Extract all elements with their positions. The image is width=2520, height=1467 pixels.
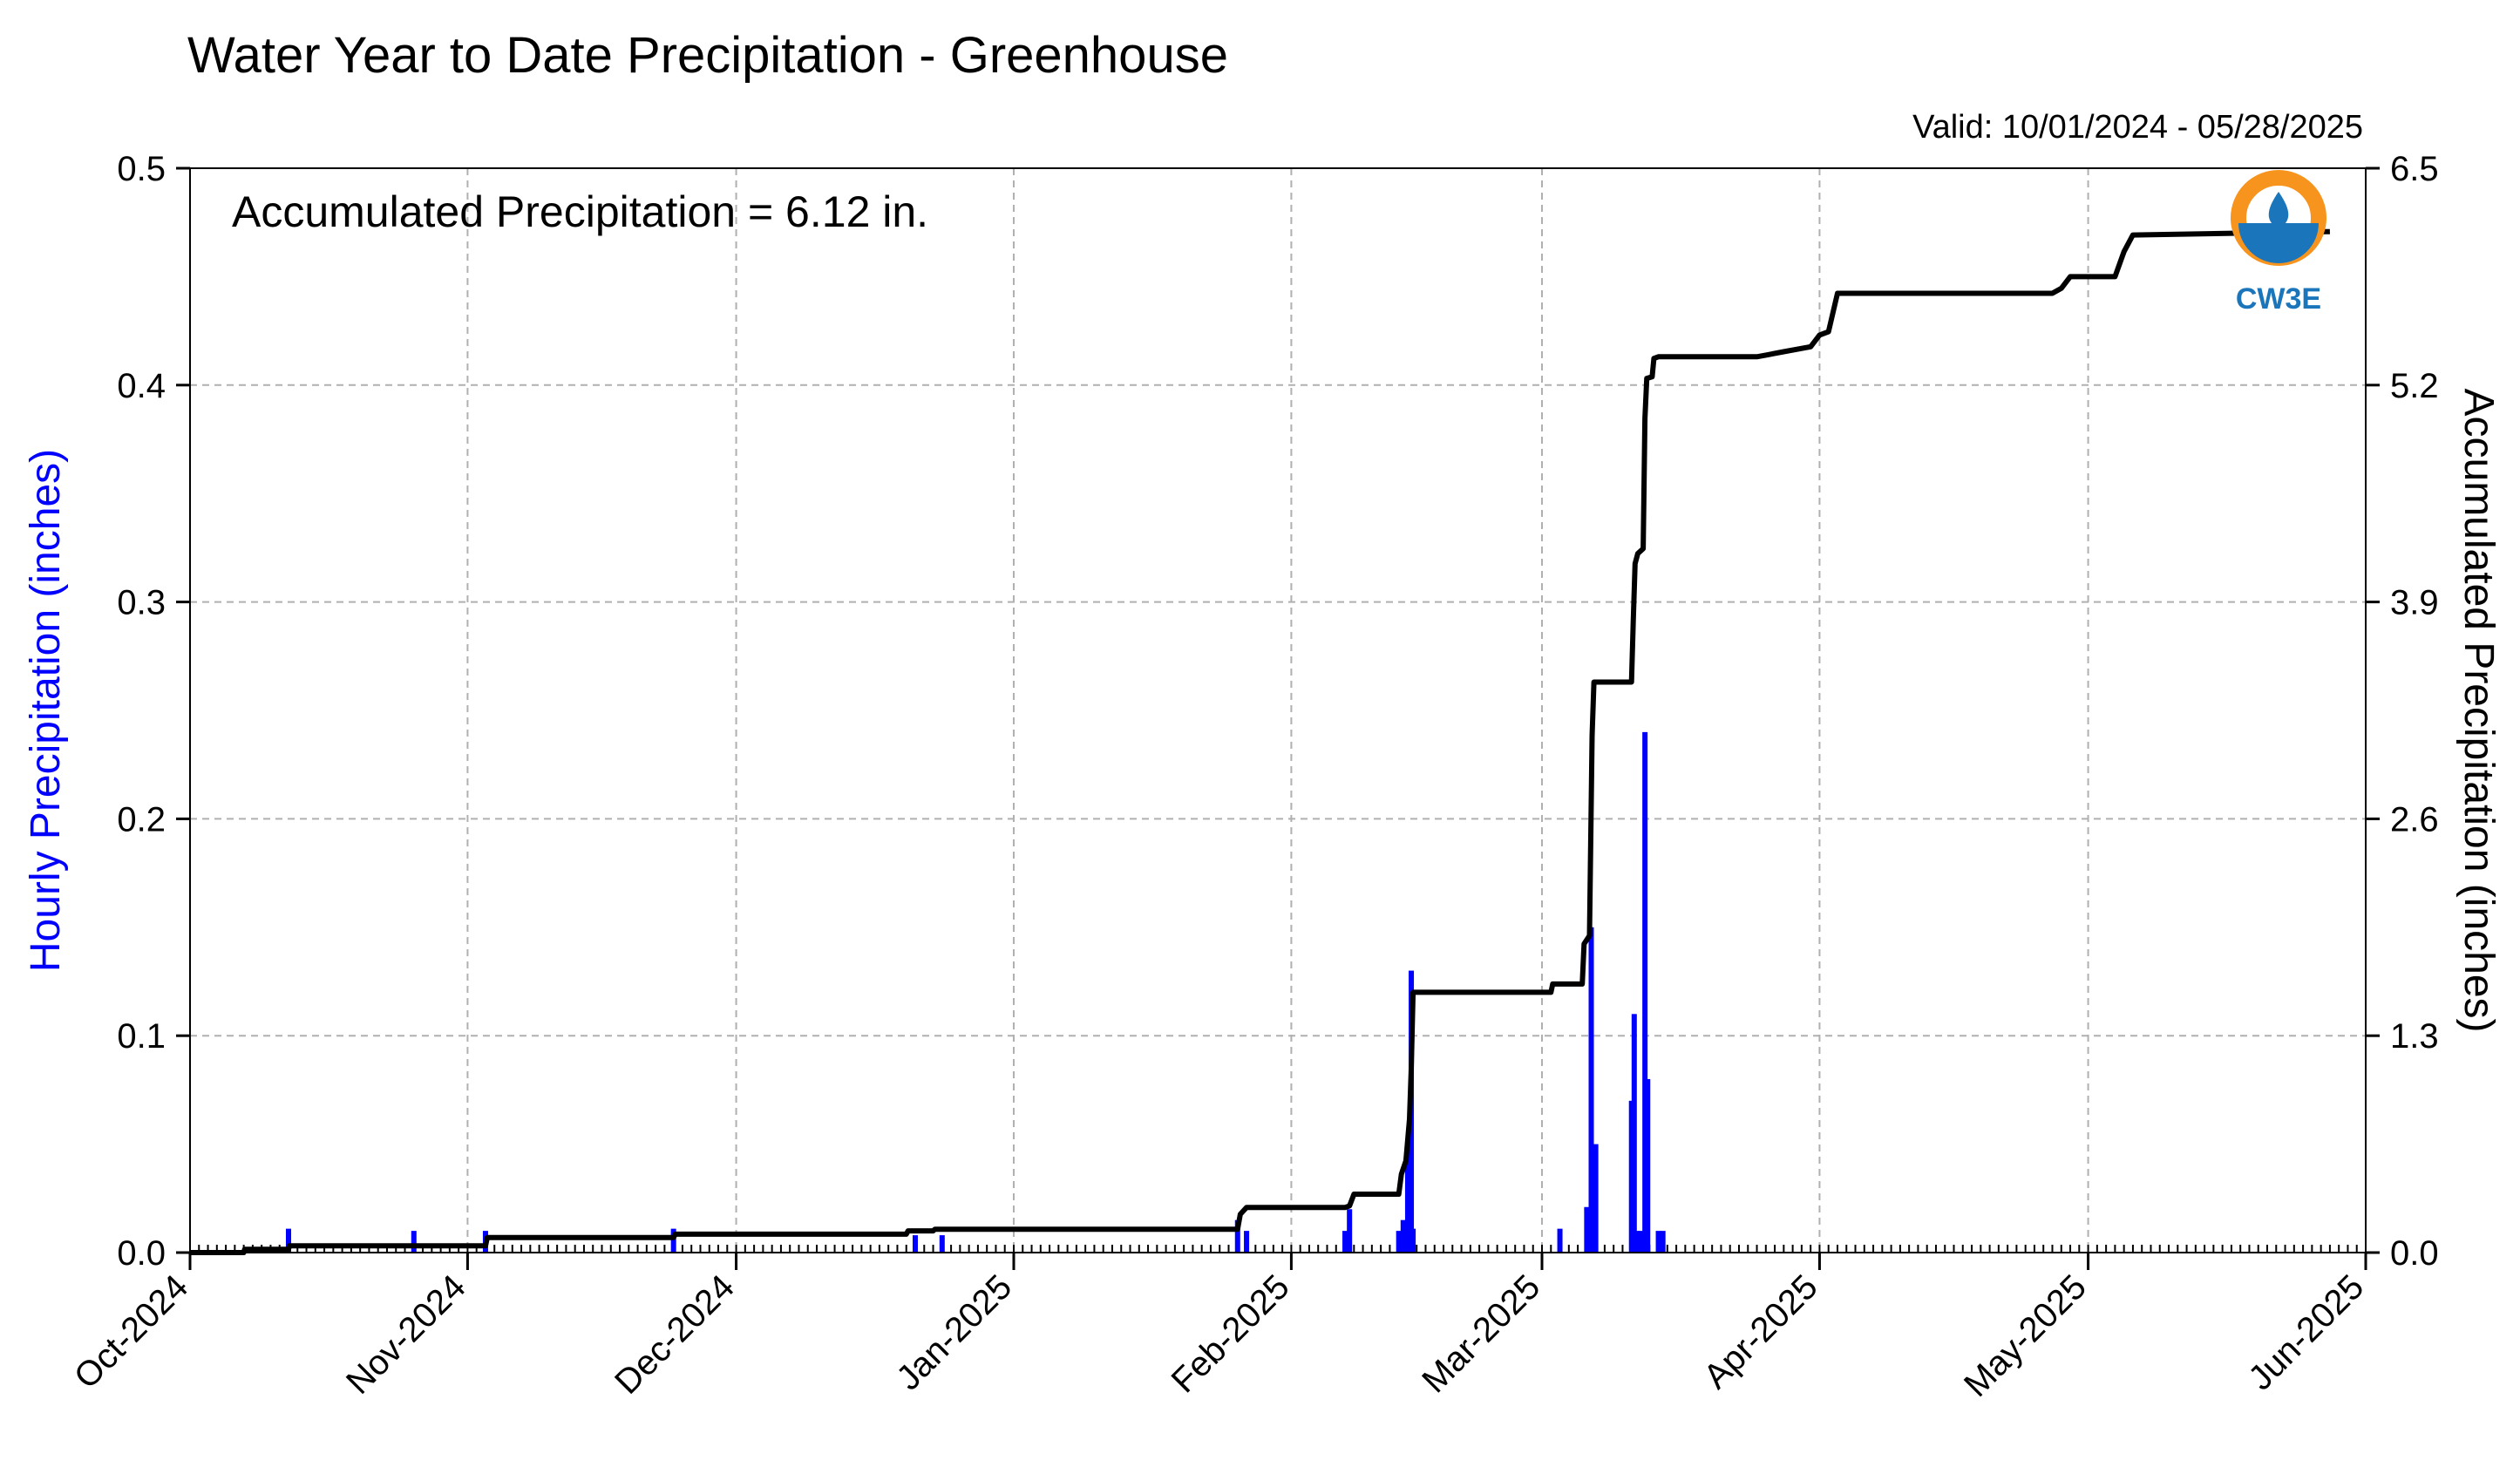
hourly-bar	[1244, 1231, 1250, 1253]
hourly-bar	[913, 1235, 918, 1253]
y-right-tick-label: 1.3	[2390, 1017, 2439, 1056]
x-tick-label: Feb-2025	[1165, 1267, 1297, 1400]
hourly-bar	[1660, 1231, 1666, 1253]
hourly-bar	[1655, 1231, 1661, 1253]
hourly-bar	[1634, 1231, 1640, 1253]
y-left-tick-label: 0.4	[117, 367, 166, 405]
y-right-tick-label: 6.5	[2390, 150, 2439, 188]
hourly-bar	[1400, 1219, 1406, 1253]
y-left-tick-label: 0.2	[117, 800, 166, 839]
y-right-tick-label: 2.6	[2390, 800, 2439, 839]
y-right-tick-label: 0.0	[2390, 1234, 2439, 1273]
valid-range: Valid: 10/01/2024 - 05/28/2025	[1912, 109, 2363, 146]
hourly-bar	[1593, 1144, 1599, 1253]
y-left-tick-label: 0.3	[117, 584, 166, 622]
hourly-bar	[1410, 1228, 1416, 1253]
hourly-bar	[1588, 927, 1594, 1253]
x-tick-label: Jun-2025	[2241, 1267, 2371, 1397]
y-left-tick-label: 0.0	[117, 1234, 166, 1273]
chart-title: Water Year to Date Precipitation - Green…	[187, 27, 1228, 84]
hourly-bar	[1584, 1206, 1590, 1253]
hourly-bar	[1234, 1219, 1240, 1253]
y-right-tick-label: 3.9	[2390, 584, 2439, 622]
accumulated-annotation: Accumulated Precipitation = 6.12 in.	[232, 187, 928, 236]
x-tick-label: Jan-2025	[889, 1267, 1019, 1397]
logo-drop-icon	[2268, 192, 2289, 228]
hourly-bar	[670, 1228, 676, 1253]
y-left-axis-label: Hourly Precipitation (inches)	[23, 449, 69, 972]
logo-wave	[2238, 223, 2319, 263]
hourly-bar	[411, 1231, 417, 1253]
hourly-bar	[1396, 1231, 1402, 1253]
x-tick-label: Apr-2025	[1696, 1267, 1824, 1396]
hourly-bar	[285, 1228, 291, 1253]
x-tick-label: Mar-2025	[1415, 1267, 1547, 1400]
accumulated-line	[190, 228, 2330, 1255]
x-tick-label: Nov-2024	[339, 1267, 473, 1402]
y-left-tick-label: 0.5	[117, 150, 166, 188]
hourly-bar	[939, 1235, 945, 1253]
hourly-bar	[1631, 1014, 1637, 1253]
x-tick-label: May-2025	[1957, 1267, 2094, 1404]
hourly-bar	[1557, 1228, 1563, 1253]
y-left-tick-label: 0.1	[117, 1017, 166, 1056]
logo-text: CW3E	[2236, 282, 2321, 316]
x-tick-label: Dec-2024	[608, 1267, 742, 1402]
y-right-tick-label: 5.2	[2390, 367, 2439, 405]
hourly-bar	[1642, 731, 1648, 1253]
hourly-bar	[1638, 1231, 1643, 1253]
x-tick-label: Oct-2024	[67, 1267, 195, 1396]
y-right-axis-label: Accumulated Precipitation (inches)	[2455, 388, 2502, 1032]
hourly-bar	[1342, 1231, 1348, 1253]
hourly-bar	[1645, 1078, 1651, 1253]
hourly-bar	[1347, 1209, 1353, 1253]
hourly-bar	[1628, 1100, 1634, 1253]
plot-frame	[189, 167, 2367, 1253]
